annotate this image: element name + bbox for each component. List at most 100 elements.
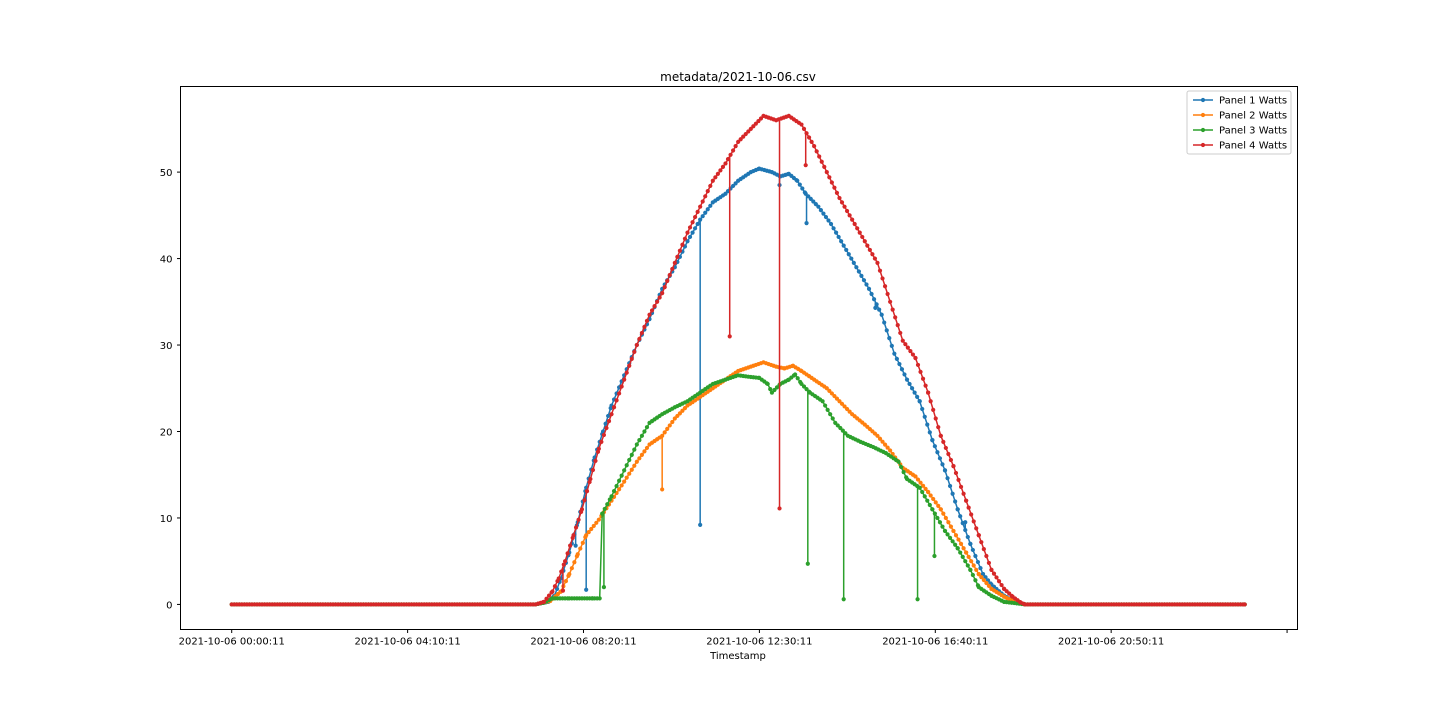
data-point [639, 433, 645, 438]
data-point [632, 447, 637, 452]
data-point [899, 464, 904, 470]
data-point [765, 381, 770, 387]
data-point [948, 457, 954, 463]
data-point [956, 477, 961, 483]
dip-point [805, 561, 810, 566]
data-point [603, 421, 608, 426]
dip-point [698, 522, 703, 527]
data-point [827, 388, 832, 393]
data-point [913, 474, 918, 479]
data-point [847, 409, 852, 414]
data-point [723, 191, 728, 196]
data-point [730, 148, 736, 153]
data-point [838, 425, 843, 431]
data-point [846, 252, 851, 257]
data-point [920, 406, 925, 412]
data-point [541, 599, 547, 604]
data-point [861, 278, 867, 283]
x-tick-label: 2021-10-06 16:40:11 [882, 637, 988, 648]
data-point [772, 387, 777, 393]
legend-marker [1200, 127, 1206, 133]
data-point [889, 343, 894, 348]
data-point [981, 577, 986, 583]
data-point [741, 134, 746, 139]
data-point [867, 247, 872, 253]
data-point [930, 507, 935, 512]
data-point [817, 154, 822, 159]
data-point [801, 126, 807, 131]
data-point [675, 254, 680, 259]
data-point [860, 234, 865, 240]
data-point [571, 533, 576, 538]
data-point [607, 497, 612, 502]
data-point [865, 243, 870, 248]
data-point [931, 496, 936, 502]
data-point [677, 248, 682, 253]
data-point [809, 139, 814, 144]
data-point [795, 376, 800, 381]
data-point [667, 423, 672, 428]
data-point [670, 419, 675, 425]
dip-point [560, 588, 566, 593]
data-point [806, 135, 812, 140]
data-point [909, 386, 915, 391]
data-point [950, 491, 955, 496]
data-point [887, 336, 892, 341]
series-line [231, 361, 1245, 606]
dip-point [804, 221, 809, 226]
data-point [953, 533, 959, 538]
data-point [979, 575, 984, 580]
data-point [556, 576, 561, 581]
data-point [971, 519, 976, 524]
data-point [720, 164, 726, 170]
data-point [552, 584, 558, 589]
data-point [963, 559, 968, 564]
data-point [561, 562, 566, 567]
data-point [774, 385, 780, 390]
data-point [844, 406, 850, 412]
y-tick-label: 30 [160, 341, 173, 352]
data-point [904, 377, 910, 382]
data-point [660, 291, 665, 296]
data-point [947, 483, 953, 489]
data-point [978, 566, 983, 571]
data-point [637, 336, 642, 342]
data-point [677, 411, 682, 416]
data-point [644, 318, 650, 323]
data-point [723, 161, 728, 166]
data-point [976, 533, 981, 538]
data-point [652, 304, 657, 309]
data-point [700, 214, 705, 219]
data-point [945, 476, 950, 481]
data-point [578, 546, 583, 551]
dip-point [963, 520, 968, 525]
data-point [826, 218, 831, 223]
data-point [907, 381, 912, 387]
data-point [964, 498, 969, 503]
data-point [882, 320, 887, 325]
data-point [855, 226, 860, 231]
data-point [896, 459, 901, 464]
data-point [685, 230, 690, 235]
dip-point [584, 587, 589, 592]
data-point [797, 182, 802, 187]
data-point [619, 483, 624, 488]
data-point [575, 552, 580, 557]
data-point [951, 463, 956, 469]
data-point [839, 239, 844, 244]
data-point [795, 178, 800, 183]
legend-label: Panel 2 Watts [1219, 111, 1287, 122]
data-point [627, 363, 632, 368]
data-point [825, 407, 830, 412]
data-point [948, 524, 954, 529]
data-point [950, 539, 955, 544]
data-point [690, 230, 695, 235]
data-point [859, 273, 864, 278]
data-point [965, 534, 970, 540]
data-point [970, 572, 975, 578]
data-point [670, 266, 675, 272]
data-point [624, 370, 629, 375]
data-point [960, 554, 965, 559]
data-point [833, 230, 839, 235]
data-point [642, 429, 647, 434]
